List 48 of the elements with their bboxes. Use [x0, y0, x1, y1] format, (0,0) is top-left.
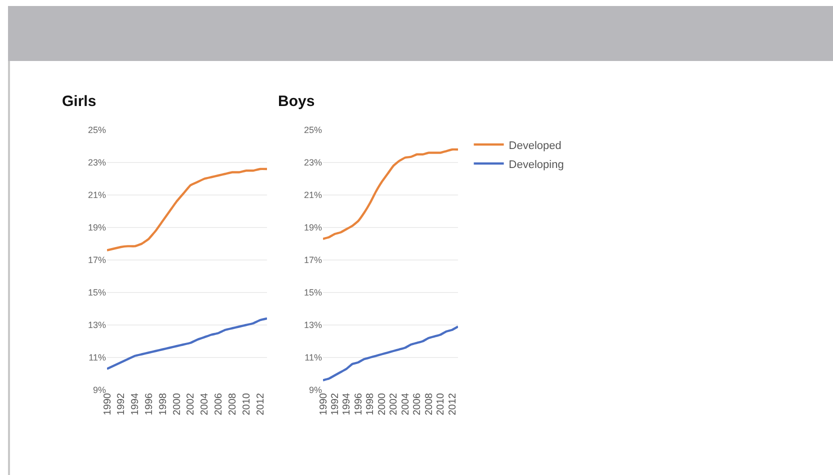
line-series [107, 168, 267, 252]
y-tick-label: 25% [88, 125, 106, 136]
x-tick-label: 2000 [172, 392, 183, 416]
y-tick-label: 13% [304, 320, 322, 330]
x-tick-label: 1990 [318, 392, 330, 416]
x-tick-label: 1998 [365, 392, 376, 416]
y-tick-label: 23% [304, 158, 322, 168]
chart-title: Girls [62, 92, 96, 110]
x-tick-label: 2012 [255, 392, 266, 416]
x-tick-label: 1990 [102, 392, 114, 416]
legend-label: Developed [508, 140, 562, 152]
y-tick-label: 11% [88, 352, 106, 363]
y-tick-label: 23% [88, 158, 106, 168]
legend-label: Developing [508, 158, 564, 171]
y-tick-label: 19% [88, 222, 106, 233]
x-tick-label: 1994 [342, 392, 353, 416]
x-tick-label: 2008 [227, 392, 238, 416]
x-tick-label: 1996 [144, 392, 155, 416]
x-tick-label: 2004 [400, 392, 412, 416]
y-tick-label: 15% [304, 288, 322, 298]
x-tick-label: 2002 [186, 392, 197, 416]
x-tick-label: 2000 [376, 392, 388, 416]
y-tick-label: 15% [88, 288, 106, 298]
y-tick-label: 21% [304, 190, 322, 200]
x-tick-label: 2010 [241, 392, 252, 416]
x-tick-label: 2010 [436, 392, 447, 416]
x-tick-label: 2006 [412, 392, 424, 416]
y-tick-label: 13% [88, 320, 106, 330]
line-series [323, 326, 458, 382]
x-tick-label: 2002 [388, 392, 400, 416]
y-tick-label: 19% [304, 222, 322, 233]
y-tick-label: 21% [88, 190, 106, 200]
y-tick-label: 25% [304, 125, 322, 136]
line-series [323, 148, 458, 240]
x-tick-label: 1994 [130, 392, 142, 416]
x-tick-label: 1992 [330, 392, 341, 416]
x-tick-label: 2004 [200, 392, 211, 416]
chart-title: Boys [278, 92, 315, 110]
y-tick-label: 11% [304, 352, 322, 363]
x-tick-label: 1998 [158, 392, 169, 416]
line-series [107, 317, 267, 370]
x-tick-label: 2012 [447, 392, 458, 416]
x-tick-label: 2008 [424, 392, 435, 416]
x-tick-label: 2006 [214, 392, 225, 416]
x-tick-label: 1992 [116, 392, 128, 416]
x-tick-label: 1996 [353, 392, 364, 416]
y-tick-label: 17% [88, 255, 106, 266]
y-tick-label: 17% [304, 255, 322, 266]
